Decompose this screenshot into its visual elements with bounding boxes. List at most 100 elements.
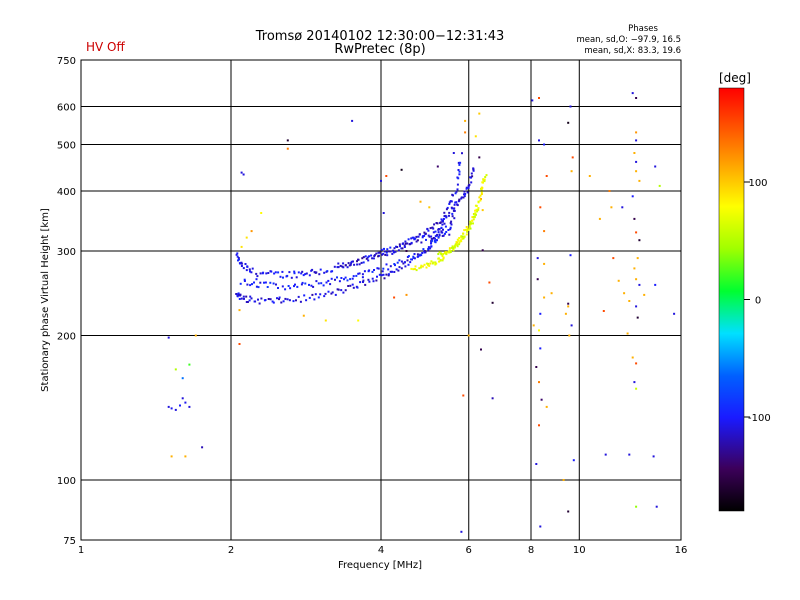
data-point — [255, 278, 258, 281]
data-point — [465, 187, 468, 190]
data-point — [278, 298, 280, 301]
data-point — [443, 222, 446, 225]
data-point — [254, 300, 257, 303]
data-point — [240, 245, 243, 248]
data-point — [434, 261, 437, 264]
data-point — [468, 225, 471, 228]
data-point — [260, 297, 263, 300]
data-point — [572, 459, 575, 462]
data-point — [403, 246, 406, 248]
data-point — [286, 139, 289, 142]
x-tick-label: 1 — [78, 545, 84, 556]
data-point — [654, 283, 657, 286]
data-point — [377, 267, 380, 270]
y-axis-label: Stationary phase Virtual Height [km] — [40, 208, 51, 392]
data-point — [538, 424, 540, 427]
data-point — [633, 267, 636, 270]
data-point — [480, 198, 482, 200]
data-point — [456, 183, 459, 186]
data-point — [393, 271, 396, 273]
data-point — [442, 234, 445, 237]
data-point — [427, 246, 430, 249]
data-point — [466, 229, 468, 232]
data-point — [460, 236, 463, 239]
data-point — [440, 226, 443, 229]
data-point — [356, 286, 359, 289]
data-point — [458, 163, 461, 166]
data-point — [289, 287, 292, 290]
data-point — [531, 99, 534, 102]
data-point — [484, 176, 487, 178]
data-point — [443, 211, 446, 214]
data-point — [545, 175, 548, 177]
data-point — [364, 283, 367, 286]
data-point — [467, 186, 470, 189]
data-point — [635, 305, 638, 308]
data-point — [257, 286, 260, 289]
x-tick-label: 8 — [528, 545, 534, 556]
data-point — [658, 184, 661, 187]
data-point — [188, 363, 191, 366]
data-point — [448, 211, 451, 214]
data-point — [331, 270, 334, 273]
data-point — [352, 260, 354, 263]
data-point — [267, 272, 270, 274]
data-point — [453, 246, 456, 249]
data-point — [567, 302, 570, 305]
data-point — [475, 204, 478, 207]
data-point — [437, 253, 440, 255]
data-point — [377, 251, 380, 254]
data-point — [415, 240, 418, 243]
data-point — [250, 230, 253, 233]
data-point — [429, 247, 432, 250]
data-point — [463, 235, 466, 238]
data-point — [269, 298, 272, 301]
data-point — [483, 178, 486, 181]
data-point — [387, 268, 390, 271]
data-point — [427, 234, 430, 237]
data-point — [397, 269, 400, 272]
data-point — [293, 270, 296, 273]
data-point — [424, 232, 427, 235]
data-point — [469, 227, 472, 230]
data-point — [378, 273, 381, 276]
data-point — [246, 283, 249, 286]
data-point — [457, 161, 460, 164]
data-point — [463, 193, 465, 196]
data-point — [432, 237, 435, 239]
data-point — [481, 249, 484, 252]
colorbar — [718, 87, 745, 512]
data-point — [386, 254, 389, 257]
data-point — [184, 455, 187, 458]
data-point — [430, 235, 433, 238]
data-point — [274, 271, 277, 274]
data-point — [470, 172, 473, 175]
data-point — [432, 227, 435, 230]
data-point — [240, 171, 243, 174]
data-point — [350, 260, 353, 263]
data-point — [458, 241, 461, 244]
data-point — [242, 267, 245, 270]
data-point — [428, 206, 431, 209]
data-point — [567, 305, 570, 308]
data-point — [463, 190, 466, 193]
data-point — [621, 206, 624, 209]
data-point — [413, 257, 416, 260]
data-point — [570, 324, 573, 327]
data-point — [430, 260, 433, 263]
data-point — [434, 237, 436, 240]
data-point — [491, 397, 494, 400]
data-point — [287, 285, 290, 287]
data-point — [385, 175, 388, 177]
data-point — [404, 242, 407, 245]
data-point — [286, 147, 289, 150]
data-point — [339, 264, 342, 267]
data-point — [400, 260, 403, 263]
data-point — [302, 274, 305, 277]
data-point — [348, 264, 351, 267]
data-point — [304, 273, 307, 276]
data-point — [377, 255, 380, 258]
data-point — [237, 257, 240, 259]
data-point — [279, 275, 282, 278]
data-point — [423, 234, 426, 237]
